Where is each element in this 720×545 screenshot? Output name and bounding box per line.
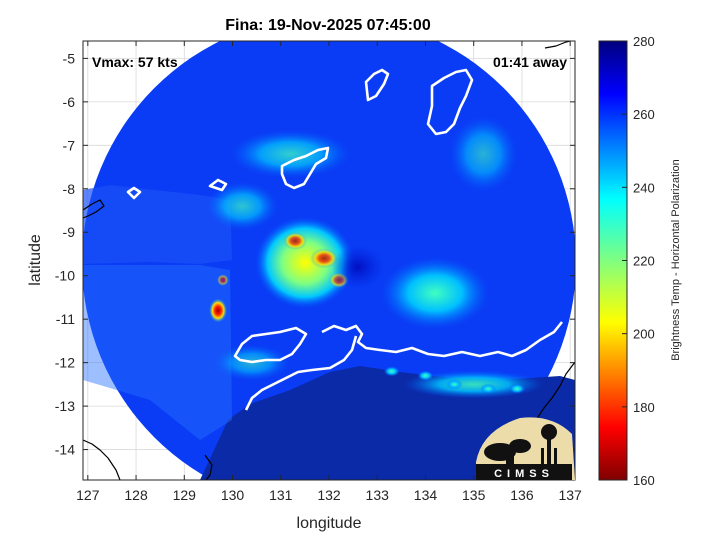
rainband-south-cell xyxy=(509,383,526,394)
coast-north xyxy=(321,321,564,358)
island-sw xyxy=(208,178,228,192)
rainband-south-cell xyxy=(383,366,400,377)
colorbar-tick-label: 180 xyxy=(633,400,655,415)
rainband-south-cell xyxy=(480,383,497,394)
coast-wa xyxy=(83,439,121,480)
colorbar-tick-label: 160 xyxy=(633,473,655,488)
warm-cell-west-2 xyxy=(216,274,229,287)
x-tick-label: 132 xyxy=(317,487,341,503)
x-tick-label: 131 xyxy=(269,487,293,503)
coast-arnhem xyxy=(233,326,308,364)
rainband-east xyxy=(381,257,490,330)
island-aru-1 xyxy=(364,68,390,102)
y-tick-label: -5 xyxy=(63,50,76,66)
rainband-south xyxy=(403,370,544,399)
island-melville xyxy=(280,146,330,190)
coast-gulf xyxy=(244,335,358,411)
warm-cell-west xyxy=(209,298,228,323)
y-tick-label: -7 xyxy=(63,137,76,153)
y-tick-label: -11 xyxy=(56,311,75,327)
colorbar-ticks: 160 180 200 220 240 260 280 xyxy=(622,34,655,488)
cimss-logo: CIMSS xyxy=(476,417,575,480)
coastlines xyxy=(83,41,575,480)
rainband-south-cell xyxy=(417,370,434,381)
y-tick-label: -14 xyxy=(55,442,75,458)
x-tick-label: 129 xyxy=(173,487,197,503)
y-tick-label: -8 xyxy=(63,181,76,197)
x-tick-label: 134 xyxy=(414,487,438,503)
coast-png xyxy=(544,41,574,49)
west-strip-region xyxy=(83,185,232,264)
rainband-south-cell xyxy=(446,379,463,390)
chart-title: Fina: 19-Nov-2025 07:45:00 xyxy=(225,17,431,34)
rainband-ne xyxy=(449,116,518,193)
x-tick-label: 135 xyxy=(462,487,486,503)
y-tick-label: -12 xyxy=(55,355,75,371)
y-tick-label: -6 xyxy=(63,94,76,110)
x-axis-label: longitude xyxy=(297,515,362,532)
coast-timor xyxy=(83,199,105,219)
west-scan-region xyxy=(83,265,232,440)
storm-core xyxy=(254,216,355,309)
y-tick-label: -13 xyxy=(55,398,75,414)
x-tick-label: 128 xyxy=(124,487,148,503)
island-aru-2 xyxy=(426,68,474,136)
x-tick-label: 130 xyxy=(221,487,245,503)
vmax-annotation: Vmax: 57 kts xyxy=(92,54,178,70)
x-tick-label: 127 xyxy=(76,487,100,503)
colorbar-tick-label: 260 xyxy=(633,107,655,122)
coast-nt-south xyxy=(204,454,213,480)
x-tick-label: 133 xyxy=(366,487,390,503)
island-w1 xyxy=(126,186,142,200)
rainband-nw xyxy=(206,182,279,231)
colorbar-tick-label: 200 xyxy=(633,327,655,342)
y-tick-label: -10 xyxy=(55,268,75,284)
x-tick-label: 136 xyxy=(510,487,534,503)
axis-ticks: 127 128 129 130 131 132 133 134 135 136 137 -5 -6 -7 -… xyxy=(55,41,582,503)
core-hot-1 xyxy=(283,231,308,250)
colorbar-tick-label: 280 xyxy=(633,34,655,49)
time-away-annotation: 01:41 away xyxy=(493,54,567,70)
colorbar-tick-label: 220 xyxy=(633,254,655,269)
storm-eye xyxy=(331,245,384,290)
cimss-logo-text: CIMSS xyxy=(494,468,554,480)
core-hot-2 xyxy=(310,248,339,269)
rainband-north xyxy=(230,130,351,179)
colorbar-tick-label: 240 xyxy=(633,180,655,195)
y-axis-label: latitude xyxy=(27,234,44,286)
y-tick-label: -9 xyxy=(63,224,76,240)
x-tick-label: 137 xyxy=(558,487,582,503)
swath-disk xyxy=(83,41,575,480)
colorbar-label: Brightness Temp - Horizontal Polarizatio… xyxy=(670,159,682,361)
